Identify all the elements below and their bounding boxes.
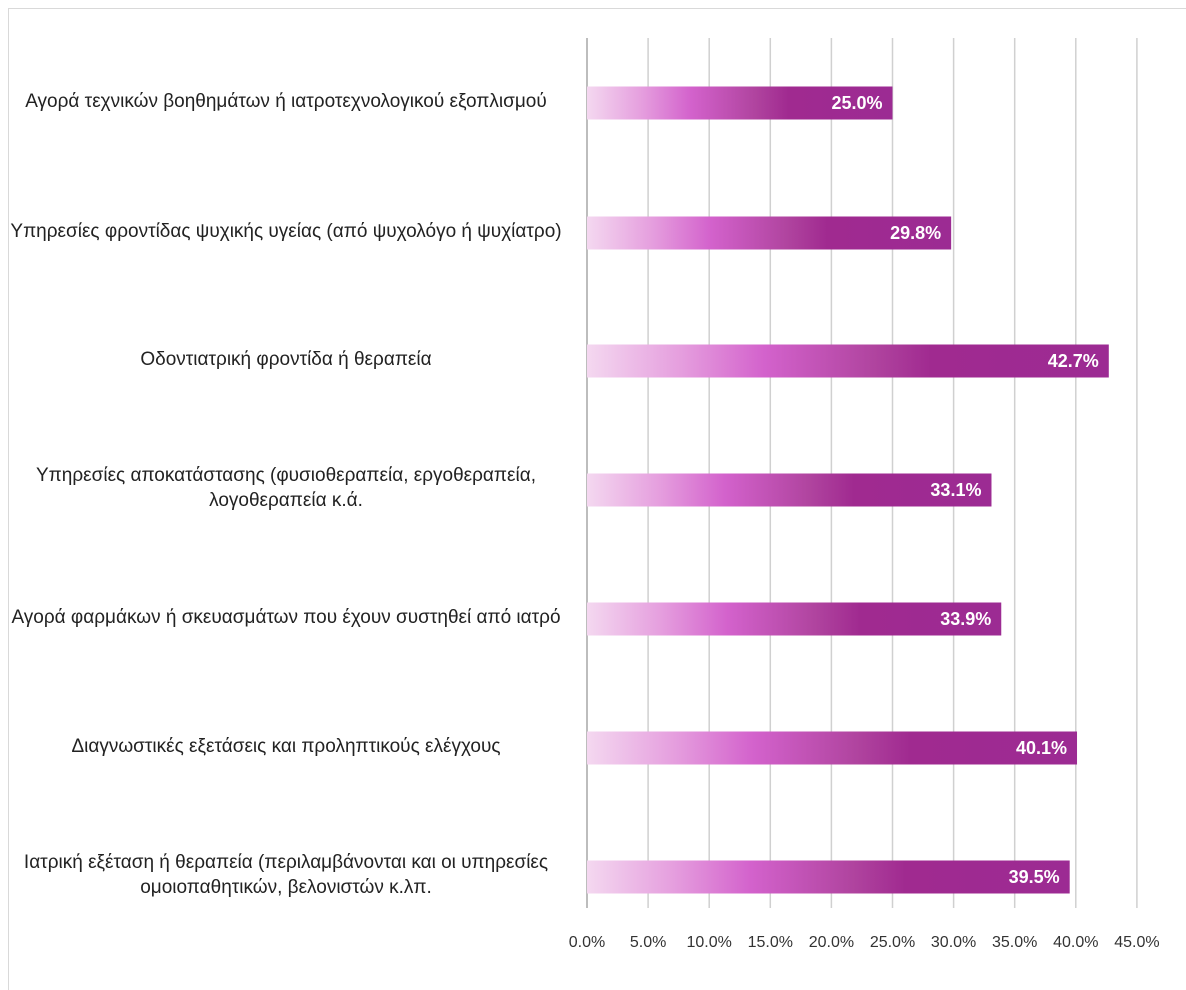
- bar-value-label: 29.8%: [890, 223, 941, 243]
- chart-frame: [8, 8, 1186, 990]
- bar: [587, 731, 1078, 765]
- bar-value-label: 33.9%: [940, 609, 991, 629]
- x-tick-label: 5.0%: [630, 934, 666, 951]
- x-tick-label: 20.0%: [809, 934, 854, 951]
- x-tick-label: 40.0%: [1053, 934, 1098, 951]
- bars: 25.0% 29.8% 42.7% 33.1% 33.9% 40.1% 39.5%: [587, 86, 1109, 894]
- x-tick-label: 45.0%: [1114, 934, 1159, 951]
- bar-value-label: 25.0%: [831, 93, 882, 113]
- category-label: Διαγνωστικές εξετάσεις και προληπτικούς …: [71, 735, 501, 757]
- bar: [587, 473, 992, 507]
- gridlines: [586, 38, 1138, 908]
- x-tick-label: 10.0%: [687, 934, 732, 951]
- x-tick-labels: 0.0% 5.0% 10.0% 15.0% 20.0% 25.0% 30.0% 35.0% 40…: [569, 934, 1160, 951]
- category-label: Υπηρεσίες αποκατάστασης (φυσιοθεραπεία, …: [36, 465, 536, 511]
- x-tick-label: 0.0%: [569, 934, 605, 951]
- bar: [587, 860, 1070, 894]
- bar-value-label: 40.1%: [1016, 738, 1067, 758]
- bar: [587, 216, 952, 250]
- category-label: Αγορά τεχνικών βοηθημάτων ή ιατροτεχνολο…: [25, 90, 547, 112]
- category-label: Υπηρεσίες φροντίδας ψυχικής υγείας (από …: [10, 220, 562, 242]
- bar-value-label: 39.5%: [1009, 867, 1060, 887]
- x-tick-label: 30.0%: [931, 934, 976, 951]
- x-tick-label: 15.0%: [748, 934, 793, 951]
- category-label: Ιατρική εξέταση ή θεραπεία (περιλαμβάνον…: [23, 852, 549, 898]
- bar: [587, 344, 1109, 378]
- bar-value-label: 42.7%: [1048, 351, 1099, 371]
- bar-value-label: 33.1%: [930, 480, 981, 500]
- bar: [587, 602, 1002, 636]
- category-label: Οδοντιατρική φροντίδα ή θεραπεία: [140, 348, 432, 370]
- x-tick-label: 35.0%: [992, 934, 1037, 951]
- x-tick-label: 25.0%: [870, 934, 915, 951]
- category-label: Αγορά φαρμάκων ή σκευασμάτων που έχουν σ…: [11, 606, 561, 628]
- bar: [587, 86, 893, 120]
